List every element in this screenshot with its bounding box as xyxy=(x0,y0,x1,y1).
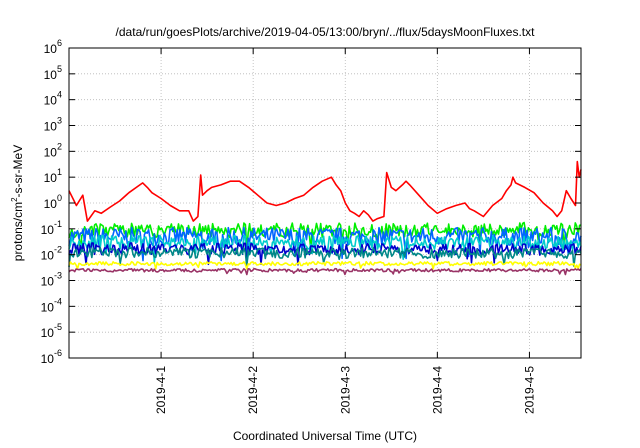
x-axis-label: Coordinated Universal Time (UTC) xyxy=(233,429,417,443)
x-tick-label: 2019-4-5 xyxy=(522,366,536,414)
series-line-3 xyxy=(68,226,582,263)
y-tick-label: 105 xyxy=(44,64,62,82)
y-tick-label: 10-2 xyxy=(41,245,62,263)
y-tick-label: 10-3 xyxy=(41,271,62,289)
y-axis-ticks: 10-6 10-5 10-4 10-3 10-2 10-1 100 101 102 103 104 1… xyxy=(41,38,581,366)
y-tick-label: 10-5 xyxy=(41,322,62,340)
y-tick-label: 100 xyxy=(44,193,62,211)
x-axis-ticks: 2019-4-1 2019-4-2 2019-4-3 2019-4-4 2019-4-5 xyxy=(154,48,536,414)
series-line-5 xyxy=(68,242,582,266)
y-tick-label: 10-4 xyxy=(41,296,62,314)
y-tick-label: 106 xyxy=(44,38,62,56)
series-line-6 xyxy=(68,246,582,269)
y-tick-label: 10-1 xyxy=(41,219,62,237)
y-tick-label: 104 xyxy=(44,90,62,108)
x-tick-label: 2019-4-1 xyxy=(154,366,168,414)
grid-lines xyxy=(69,48,581,358)
series-line-8 xyxy=(68,267,582,276)
y-tick-label: 103 xyxy=(44,116,62,134)
data-series xyxy=(68,160,582,276)
y-tick-label: 101 xyxy=(44,167,62,185)
x-tick-label: 2019-4-2 xyxy=(246,366,260,414)
chart-title: /data/run/goesPlots/archive/2019-04-05/1… xyxy=(116,25,536,39)
x-tick-label: 2019-4-4 xyxy=(430,366,444,414)
y-tick-label: 102 xyxy=(44,141,62,159)
y-tick-label: 10-6 xyxy=(41,348,62,366)
series-line-7 xyxy=(68,260,582,270)
y-axis-label: protons/cm2-s-sr-MeV xyxy=(10,145,25,261)
series-line-1 xyxy=(68,160,582,222)
x-tick-label: 2019-4-3 xyxy=(338,366,352,414)
